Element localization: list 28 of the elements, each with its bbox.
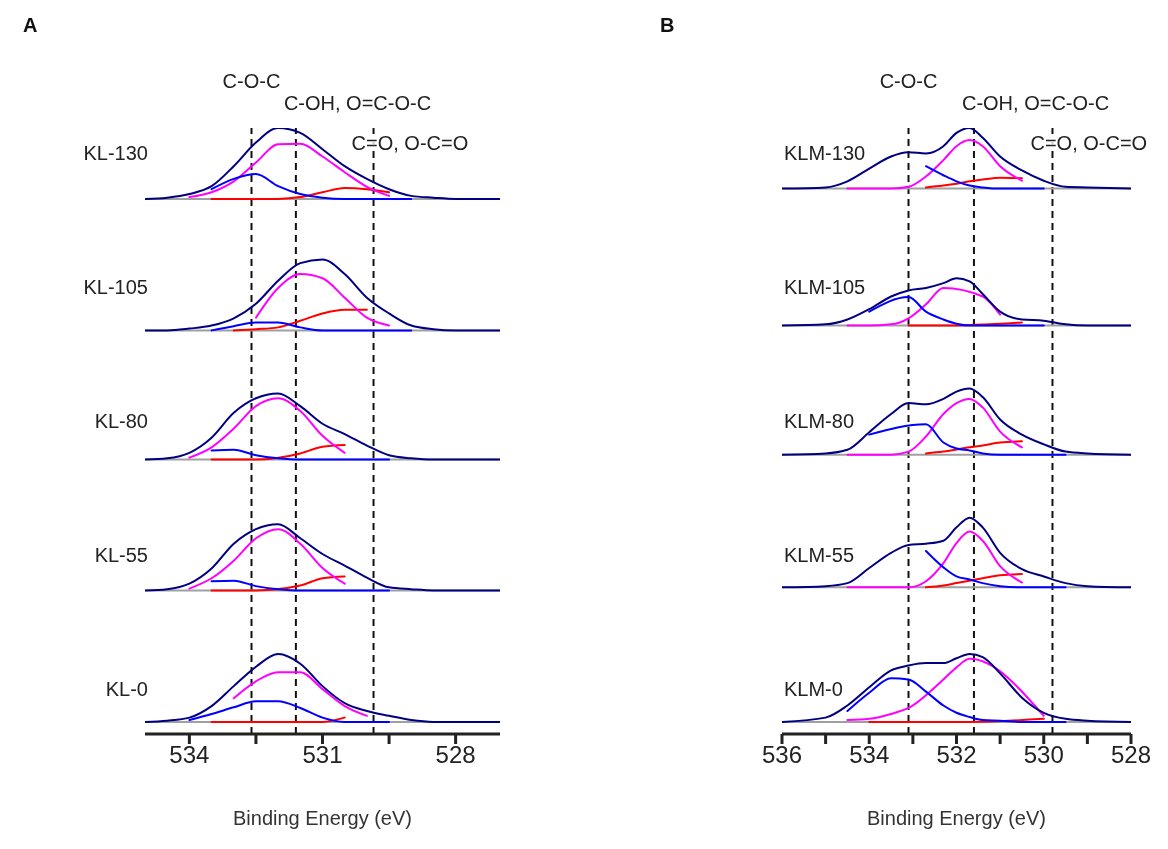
- ref-line-label: C-OH, O=C-O-C: [283, 92, 432, 114]
- x-tick-label: 528: [1110, 741, 1152, 769]
- annotation: KLM-105: [784, 276, 866, 299]
- ref-line-label: C-O-C: [222, 70, 281, 92]
- ref-line-label: C=O, O-C=O: [351, 132, 469, 154]
- x-tick-label: 534: [849, 741, 890, 769]
- x-tick-label: 531: [302, 741, 343, 769]
- x-axis-title: Binding Energy (eV): [867, 807, 1046, 829]
- ref-line-label: C=O, O-C=O: [1030, 132, 1148, 154]
- x-tick-label: 530: [1023, 741, 1064, 769]
- annotation: KLM-130: [784, 142, 866, 165]
- annotation: KL-55: [94, 544, 148, 567]
- annotation: KLM-0: [784, 678, 843, 701]
- annotation: KL-105: [83, 276, 148, 299]
- annotation: KL-130: [83, 142, 148, 165]
- annotation: KL-80: [94, 410, 148, 433]
- ref-line-label: C-OH, O=C-O-C: [961, 92, 1110, 114]
- x-tick-label: 534: [169, 741, 210, 769]
- x-tick-label: 528: [435, 741, 476, 769]
- annotation: KLM-80: [784, 410, 855, 433]
- x-tick-label: 532: [936, 741, 977, 769]
- annotation: KL-0: [105, 678, 148, 701]
- ref-line-label: C-O-C: [879, 70, 938, 92]
- chart-title: A: [23, 14, 38, 36]
- annotation: KLM-55: [784, 544, 855, 567]
- x-tick-label: 536: [761, 741, 803, 769]
- x-axis-title: Binding Energy (eV): [233, 807, 412, 829]
- chart-title: B: [660, 14, 675, 36]
